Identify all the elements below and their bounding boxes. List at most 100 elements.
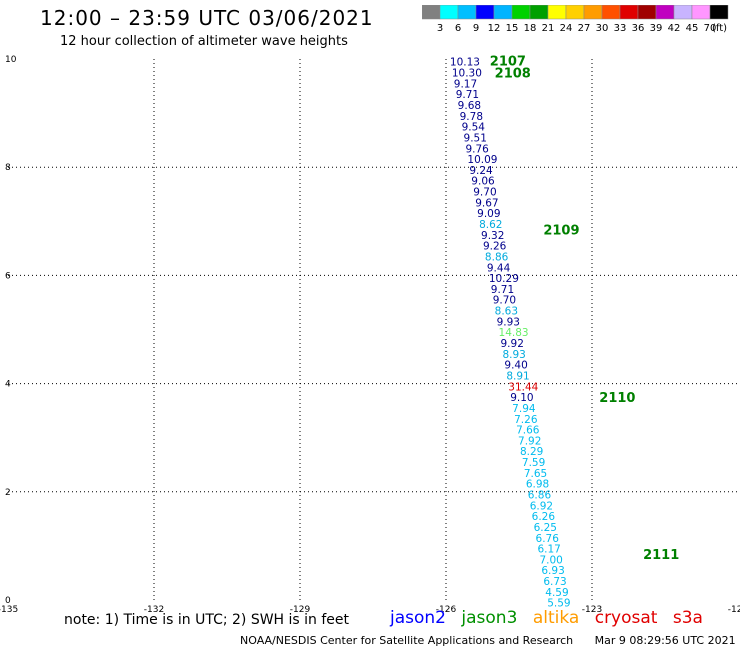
wave-height-point: 8.91 bbox=[506, 370, 529, 382]
wave-height-point: 9.17 bbox=[454, 78, 477, 90]
colorbar-tick-label: 21 bbox=[542, 23, 555, 34]
x-tick-label: -135 bbox=[0, 605, 18, 615]
wave-height-point: 9.71 bbox=[491, 284, 514, 296]
wave-height-point: 9.40 bbox=[504, 360, 527, 372]
wave-height-point: 10.13 bbox=[450, 57, 480, 69]
colorbar-tick-label: 36 bbox=[632, 23, 645, 34]
x-tick-label: -132 bbox=[144, 605, 164, 615]
x-tick-label: -126 bbox=[436, 605, 457, 615]
colorbar-tick-label: 70 bbox=[704, 23, 717, 34]
wave-height-point: 9.78 bbox=[460, 111, 483, 123]
legend-s3a: s3a bbox=[672, 608, 703, 628]
wave-height-point: 8.63 bbox=[495, 306, 518, 318]
colorbar-tick-label: 39 bbox=[650, 23, 663, 34]
wave-height-point: 10.09 bbox=[467, 154, 497, 166]
wave-height-point: 9.26 bbox=[483, 241, 507, 253]
colorbar-tick-label: 18 bbox=[524, 23, 537, 34]
wave-height-point: 6.26 bbox=[532, 511, 556, 523]
wave-height-point: 8.29 bbox=[520, 446, 543, 458]
wave-height-point: 9.67 bbox=[475, 197, 498, 209]
pass-number-label: 2108 bbox=[495, 67, 531, 82]
wave-height-point: 6.86 bbox=[528, 490, 552, 502]
wave-height-point: 9.51 bbox=[464, 132, 487, 144]
wave-height-point: 5.59 bbox=[547, 598, 570, 610]
wave-height-point: 6.98 bbox=[526, 479, 549, 491]
footer: NOAA/NESDIS Center for Satellite Applica… bbox=[240, 634, 736, 647]
wave-height-point: 9.06 bbox=[471, 176, 495, 188]
pass-number-label: 2111 bbox=[643, 548, 679, 563]
wave-height-point: 8.62 bbox=[479, 219, 502, 231]
wave-height-point: 9.68 bbox=[458, 100, 481, 112]
wave-height-point: 9.32 bbox=[481, 230, 504, 242]
wave-height-point: 8.93 bbox=[502, 349, 525, 361]
wave-height-point: 7.92 bbox=[518, 435, 541, 447]
satellite-legend: jason2 jason3 altika cryosat s3a bbox=[390, 608, 713, 628]
colorbar-swatch bbox=[709, 5, 729, 20]
legend-cryosat: cryosat bbox=[594, 608, 658, 628]
color-scale-bar: 3 6 9 12 15 18 21 24 27 30 33 36 39 42 45 70(ft) bbox=[422, 5, 729, 34]
wave-height-point: 6.76 bbox=[536, 533, 560, 545]
colorbar-tick-label: 27 bbox=[578, 23, 591, 34]
wave-height-point: 7.26 bbox=[514, 414, 538, 426]
wave-height-point: 9.54 bbox=[462, 122, 486, 134]
wave-height-point: 6.17 bbox=[537, 544, 560, 556]
footer-credit: NOAA/NESDIS Center for Satellite Applica… bbox=[240, 634, 574, 647]
colorbar-tick-label: 15 bbox=[506, 23, 519, 34]
legend-jason3: jason3 bbox=[461, 608, 518, 628]
colorbar-tick-label: 42 bbox=[668, 23, 681, 34]
y-tick-label: 2 bbox=[5, 488, 11, 498]
wave-height-point: 9.92 bbox=[501, 338, 524, 350]
pass-number-label: 2109 bbox=[543, 223, 579, 238]
note-text: note: 1) Time is in UTC; 2) SWH is in fe… bbox=[64, 612, 350, 628]
x-tick-label: -123 bbox=[582, 605, 602, 615]
wave-height-point: 9.09 bbox=[477, 208, 500, 220]
y-tick-label: 8 bbox=[5, 163, 11, 173]
wave-height-point: 31.44 bbox=[508, 381, 538, 393]
y-tick-label: 0 bbox=[5, 596, 11, 606]
wave-height-point: 14.83 bbox=[499, 327, 529, 339]
colorbar-tick-label: 33 bbox=[614, 23, 627, 34]
legend-jason2: jason2 bbox=[390, 608, 446, 628]
y-tick-label: 4 bbox=[5, 380, 11, 390]
wave-height-point: 6.93 bbox=[541, 565, 564, 577]
pass-number-label: 2110 bbox=[599, 391, 635, 406]
colorbar-tick-label: 9 bbox=[473, 23, 479, 34]
wave-height-point: 7.59 bbox=[522, 457, 545, 469]
colorbar-tick-label: 12 bbox=[488, 23, 501, 34]
colorbar-unit: (ft) bbox=[712, 23, 727, 34]
colorbar-tick-label: 6 bbox=[455, 23, 461, 34]
page-subtitle: 12 hour collection of altimeter wave hei… bbox=[60, 34, 348, 49]
wave-height-point: 7.65 bbox=[524, 468, 547, 480]
wave-height-point: 7.00 bbox=[539, 554, 562, 566]
colorbar-tick-label: 3 bbox=[437, 23, 443, 34]
wave-height-point: 9.76 bbox=[465, 143, 489, 155]
y-tick-label: 6 bbox=[5, 271, 11, 281]
wave-height-point: 10.30 bbox=[452, 68, 482, 80]
page-title: 12:00 – 23:59 UTC 03/06/2021 bbox=[40, 6, 374, 30]
wave-height-point: 7.66 bbox=[516, 425, 540, 437]
colorbar-tick-label: 45 bbox=[686, 23, 699, 34]
wave-height-point: 8.86 bbox=[485, 251, 509, 263]
x-tick-label: -129 bbox=[290, 605, 311, 615]
wave-height-point: 9.71 bbox=[456, 89, 479, 101]
legend-altika: altika bbox=[532, 608, 580, 628]
wave-height-point: 9.70 bbox=[493, 295, 516, 307]
wave-height-point: 7.94 bbox=[512, 403, 536, 415]
y-tick-label: 10 bbox=[5, 55, 17, 65]
x-tick-label: -120 bbox=[728, 605, 740, 615]
wave-height-point: 9.44 bbox=[487, 262, 511, 274]
wave-height-point: 4.59 bbox=[545, 587, 568, 599]
wave-height-point: 10.29 bbox=[489, 273, 519, 285]
colorbar-tick-label: 24 bbox=[560, 23, 573, 34]
wave-height-point: 6.25 bbox=[534, 522, 557, 534]
wave-height-point: 9.10 bbox=[510, 392, 533, 404]
pass-number-label: 2107 bbox=[490, 55, 526, 70]
wave-height-point: 9.24 bbox=[469, 165, 493, 177]
wave-height-point: 9.70 bbox=[473, 187, 496, 199]
wave-height-point: 6.73 bbox=[543, 576, 566, 588]
footer-timestamp: Mar 9 08:29:56 UTC 2021 bbox=[594, 634, 736, 647]
wave-height-point: 6.92 bbox=[530, 500, 553, 512]
colorbar-tick-label: 30 bbox=[596, 23, 609, 34]
wave-height-point: 9.93 bbox=[497, 316, 520, 328]
